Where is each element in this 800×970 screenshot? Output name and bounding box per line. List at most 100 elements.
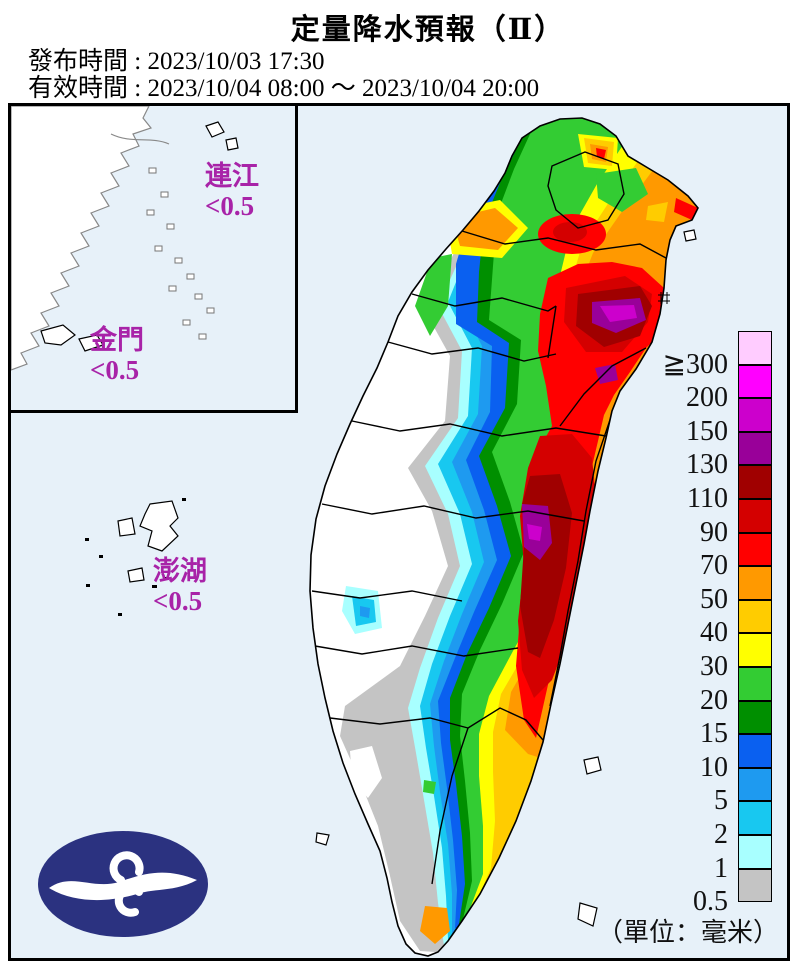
green-dot-south [423, 780, 436, 794]
legend-threshold-label: ≧300 [662, 348, 728, 380]
legend-color-swatch [738, 801, 772, 835]
legend-row: 1 [602, 835, 772, 884]
liuqiu-island [315, 832, 330, 846]
contour-130mm-small [595, 364, 618, 384]
river-line [110, 133, 170, 145]
legend-threshold-label: 90 [700, 516, 728, 548]
kinmen-name: 金門 [90, 325, 144, 355]
legend-color-swatch [738, 364, 772, 399]
legend-row: 2 [602, 801, 772, 850]
legend-color-swatch [738, 331, 772, 365]
legend-color-swatch [738, 398, 772, 432]
legend-color-swatch [738, 868, 772, 903]
coastal-islets [146, 167, 215, 340]
legend-color-swatch [738, 465, 772, 499]
legend-threshold-label: 0.5 [693, 886, 728, 918]
legend-color-swatch [738, 767, 772, 802]
china-coast-land [11, 106, 153, 371]
legend-color-swatch [738, 835, 772, 869]
lienchiang-name: 連江 [205, 161, 259, 191]
legend-row: 90 [602, 499, 772, 548]
legend-color-swatch [738, 667, 772, 701]
legend-color-swatch [738, 566, 772, 600]
legend-row: 15 [602, 700, 772, 749]
contour-150mm-northeast [600, 305, 637, 322]
legend-row: 20 [602, 667, 772, 716]
legend-row: 0.5 [602, 868, 772, 917]
legend-threshold-label: 110 [687, 482, 728, 514]
logo-upper-swirl [109, 851, 144, 884]
legend-threshold-label: 30 [700, 650, 728, 682]
valid-time-line: 有效時間 : 2023/10/04 08:00 ～ 2023/10/04 20:… [28, 75, 540, 102]
legend-row: 50 [602, 566, 772, 615]
legend-row: 10 [602, 734, 772, 783]
red-rim-northeast-cape [674, 198, 698, 220]
penghu-south-islet [127, 567, 145, 583]
rock-marks-east-coast [658, 292, 670, 304]
kinmen-island [40, 324, 76, 346]
legend-row: 5 [602, 767, 772, 816]
legend-threshold-label: 150 [686, 415, 728, 447]
kinmen-value: <0.5 [90, 355, 140, 385]
legend-threshold-label: 1 [714, 852, 728, 884]
offshore-islands [117, 229, 697, 927]
small-islets [85, 498, 186, 616]
legend-threshold-label: 40 [700, 617, 728, 649]
china-coast-inset [11, 106, 239, 371]
taiwan-precipitation-map [85, 117, 699, 957]
legend-color-swatch [738, 700, 772, 735]
legend-color-swatch [738, 633, 772, 667]
legend-threshold-label: 10 [700, 751, 728, 783]
legend-color-swatch [738, 599, 772, 634]
kinmen-label: 金門 <0.5 [90, 325, 144, 385]
page-title: 定量降水預報（Ⅱ） [290, 14, 566, 46]
weather-administration-logo [38, 831, 208, 937]
legend-threshold-label: 130 [686, 449, 728, 481]
legend-color-swatch [738, 499, 772, 533]
matsu-islet-2 [225, 137, 239, 151]
taiwan-coastline [309, 117, 699, 957]
contour-90mm-taipei [553, 222, 587, 242]
forecast-map-panel: 連江 <0.5 金門 <0.5 澎湖 <0.5 ≧300 200 150 130 [8, 103, 790, 961]
legend-color-swatch [738, 431, 772, 466]
offshore-inset-map: 連江 <0.5 金門 <0.5 [8, 103, 298, 413]
legend-threshold-label: 200 [686, 382, 728, 414]
legend-row: 30 [602, 633, 772, 682]
turtle-island [683, 229, 697, 242]
lienchiang-label: 連江 <0.5 [205, 161, 259, 221]
legend-row: 130 [602, 431, 772, 480]
penghu-value: <0.5 [153, 586, 203, 616]
logo-lower-swirl [114, 884, 143, 917]
white-patch-southwest [350, 746, 382, 798]
legend-row: 70 [602, 532, 772, 581]
logo-cloud-wave [49, 872, 197, 901]
unit-note: （單位：毫米） [596, 918, 779, 947]
penghu-main-island [139, 500, 179, 552]
legend-row: 40 [602, 599, 772, 648]
contour-150mm-central [527, 524, 542, 541]
county-borders [311, 151, 667, 885]
orchid-island [577, 902, 598, 927]
penghu-west-islet [117, 517, 136, 537]
legend-row: 150 [602, 398, 772, 447]
issued-time-line: 發布時間 : 2023/10/03 17:30 [28, 48, 325, 75]
lienchiang-value: <0.5 [205, 191, 255, 221]
gold-blob-northeast [646, 202, 668, 222]
legend-row: 110 [602, 465, 772, 514]
legend-threshold-label: 2 [714, 818, 728, 850]
green-island [583, 756, 602, 775]
legend-threshold-label: 5 [714, 785, 728, 817]
orange-spot-south-tip [420, 906, 450, 944]
legend-color-swatch [738, 734, 772, 768]
legend-row: 200 [602, 364, 772, 413]
legend-color-swatch [738, 532, 772, 567]
green-strip-northwest [415, 254, 452, 336]
legend-threshold-label: 15 [700, 718, 728, 750]
legend-threshold-label: 50 [700, 583, 728, 615]
green-patch-keelung [596, 168, 648, 212]
coastal-blue-dot [360, 606, 370, 618]
matsu-islet-1 [205, 121, 225, 138]
legend-threshold-label: 20 [700, 684, 728, 716]
legend-row: ≧300 [602, 331, 772, 380]
penghu-name: 澎湖 [153, 556, 207, 586]
